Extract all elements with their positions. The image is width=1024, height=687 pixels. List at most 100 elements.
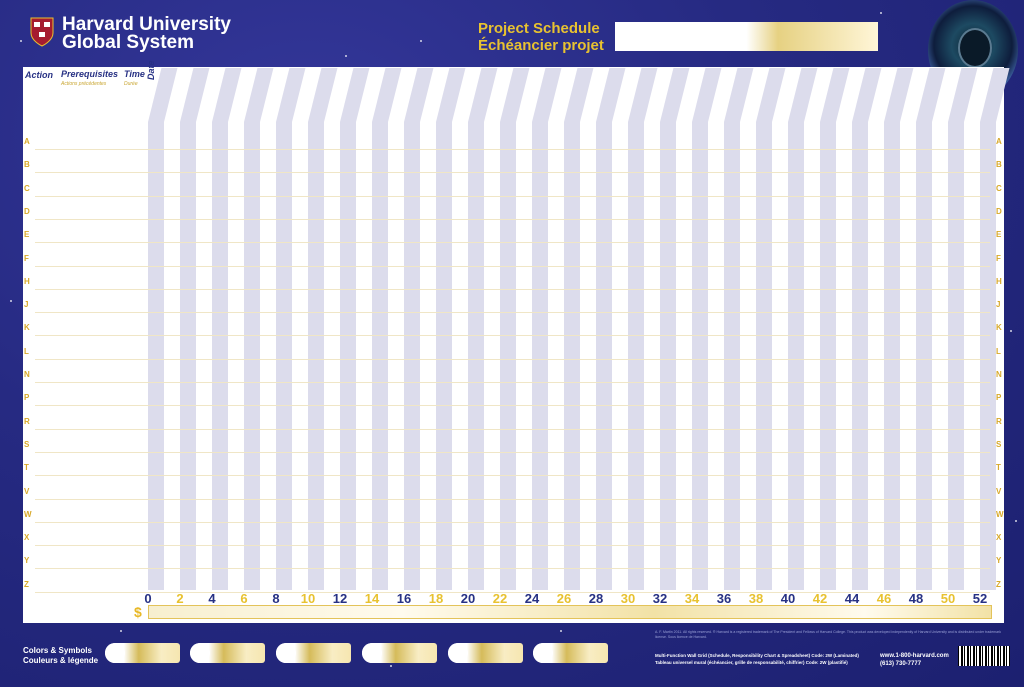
row-label-right: K: [996, 323, 1002, 332]
row-label-right: W: [996, 510, 1004, 519]
copyright-notice: A. F. Martin 2011. All rights reserved. …: [655, 630, 1001, 639]
week-stripe: [340, 122, 356, 590]
column-header-date: Date: [146, 60, 156, 80]
project-title: Project Schedule Échéancier projet: [478, 20, 604, 54]
legend-title-fr: Couleurs & légende: [23, 656, 99, 665]
row-label-right: T: [996, 463, 1001, 472]
row-label-right: E: [996, 230, 1002, 239]
row-label-left: S: [24, 440, 30, 449]
week-stripe: [756, 122, 772, 590]
week-number: 2: [176, 591, 184, 606]
legend-swatch-6[interactable]: [533, 643, 608, 663]
week-number: 6: [240, 591, 248, 606]
budget-row[interactable]: [148, 605, 992, 619]
week-number: 26: [556, 591, 572, 606]
row-label-left: P: [24, 393, 30, 402]
week-stripe: [628, 122, 644, 590]
week-number: 46: [876, 591, 892, 606]
week-stripe: [244, 122, 260, 590]
row-label-left: D: [24, 207, 30, 216]
legend-swatch-3[interactable]: [276, 643, 351, 663]
row-label-right: Y: [996, 556, 1002, 565]
row-guide-line: [35, 312, 990, 313]
week-stripe: [308, 122, 324, 590]
row-label-right: B: [996, 160, 1002, 169]
week-number: 8: [272, 591, 280, 606]
row-label-left: C: [24, 184, 30, 193]
row-label-right: V: [996, 487, 1002, 496]
row-label-right: P: [996, 393, 1002, 402]
week-number: 40: [780, 591, 796, 606]
week-number: 0: [144, 591, 152, 606]
row-label-left: T: [24, 463, 29, 472]
week-number: 16: [396, 591, 412, 606]
column-header-prerequisites: Prerequisites: [61, 69, 119, 79]
week-stripe: [916, 122, 932, 590]
product-description: Multi-Function Wall Grid (Schedule, Resp…: [655, 652, 859, 666]
week-number: 12: [332, 591, 348, 606]
row-label-left: E: [24, 230, 30, 239]
week-stripe: [148, 122, 164, 590]
week-number: 36: [716, 591, 732, 606]
week-stripe: [948, 122, 964, 590]
row-guide-line: [35, 149, 990, 150]
row-label-left: F: [24, 254, 29, 263]
week-stripe: [660, 122, 676, 590]
column-header-time-fr: Durée: [124, 81, 138, 87]
brand-line-2: Global System: [62, 32, 194, 53]
row-guide-line: [35, 545, 990, 546]
row-label-left: X: [24, 533, 30, 542]
row-guide-line: [35, 242, 990, 243]
week-stripe: [564, 122, 580, 590]
week-stripe: [276, 122, 292, 590]
row-guide-line: [35, 429, 990, 430]
row-label-left: R: [24, 417, 30, 426]
legend-swatch-4[interactable]: [362, 643, 437, 663]
week-number: 20: [460, 591, 476, 606]
column-header-prerequisites-fr: Actions précédentes: [61, 81, 107, 87]
row-label-left: W: [24, 510, 32, 519]
row-guide-line: [35, 522, 990, 523]
week-stripe: [820, 122, 836, 590]
week-stripe: [436, 122, 452, 590]
week-stripe: [724, 122, 740, 590]
row-label-left: J: [24, 300, 29, 309]
week-number: 32: [652, 591, 668, 606]
legend-swatch-1[interactable]: [105, 643, 180, 663]
row-label-right: R: [996, 417, 1002, 426]
row-guide-line: [35, 405, 990, 406]
legend-swatch-5[interactable]: [448, 643, 523, 663]
row-label-left: N: [24, 370, 30, 379]
legend-title: Colors & Symbols Couleurs & légende: [23, 646, 98, 666]
week-stripe: [596, 122, 612, 590]
legend-swatch-2[interactable]: [190, 643, 265, 663]
row-label-left: B: [24, 160, 30, 169]
row-guide-line: [35, 335, 990, 336]
row-label-right: H: [996, 277, 1002, 286]
row-label-left: V: [24, 487, 30, 496]
week-stripe: [500, 122, 516, 590]
row-guide-line: [35, 592, 990, 593]
week-number: 42: [812, 591, 828, 606]
week-number: 52: [972, 591, 988, 606]
week-number: 14: [364, 591, 380, 606]
week-number: 24: [524, 591, 540, 606]
week-stripe: [180, 122, 196, 590]
row-label-right: A: [996, 137, 1002, 146]
project-name-field[interactable]: [615, 22, 878, 51]
row-guide-line: [35, 172, 990, 173]
row-guide-line: [35, 568, 990, 569]
week-stripe: [884, 122, 900, 590]
row-label-right: X: [996, 533, 1002, 542]
week-number: 30: [620, 591, 636, 606]
brand-title: Harvard University Global System: [62, 14, 231, 53]
row-label-right: J: [996, 300, 1001, 309]
clock-icon: [958, 28, 992, 68]
row-guide-line: [35, 475, 990, 476]
week-number: 38: [748, 591, 764, 606]
week-number: 28: [588, 591, 604, 606]
barcode: [958, 646, 1010, 666]
brand-line-1: Harvard University: [62, 14, 231, 35]
column-header-action: Action: [25, 70, 53, 80]
week-number: 10: [300, 591, 316, 606]
